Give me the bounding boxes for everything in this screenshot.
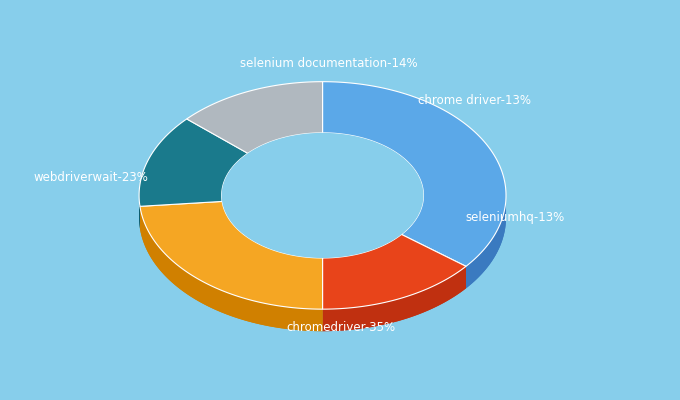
PathPatch shape xyxy=(140,206,322,331)
PathPatch shape xyxy=(401,196,424,256)
PathPatch shape xyxy=(466,196,506,288)
PathPatch shape xyxy=(140,202,322,309)
PathPatch shape xyxy=(466,196,506,288)
PathPatch shape xyxy=(139,196,140,228)
PathPatch shape xyxy=(222,202,322,280)
PathPatch shape xyxy=(222,202,322,280)
Ellipse shape xyxy=(222,133,424,258)
PathPatch shape xyxy=(401,196,424,256)
PathPatch shape xyxy=(322,234,401,280)
PathPatch shape xyxy=(322,266,466,331)
PathPatch shape xyxy=(139,119,248,206)
PathPatch shape xyxy=(187,82,322,153)
Text: chrome driver-13%: chrome driver-13% xyxy=(418,94,531,106)
Text: chromedriver-35%: chromedriver-35% xyxy=(286,321,396,334)
PathPatch shape xyxy=(322,266,466,331)
PathPatch shape xyxy=(322,234,401,280)
PathPatch shape xyxy=(322,234,466,309)
Text: webdriverwait-23%: webdriverwait-23% xyxy=(33,170,148,184)
PathPatch shape xyxy=(139,196,140,228)
PathPatch shape xyxy=(322,82,506,266)
Text: selenium documentation-14%: selenium documentation-14% xyxy=(240,57,418,70)
PathPatch shape xyxy=(140,206,322,331)
Text: seleniumhq-13%: seleniumhq-13% xyxy=(466,211,565,224)
